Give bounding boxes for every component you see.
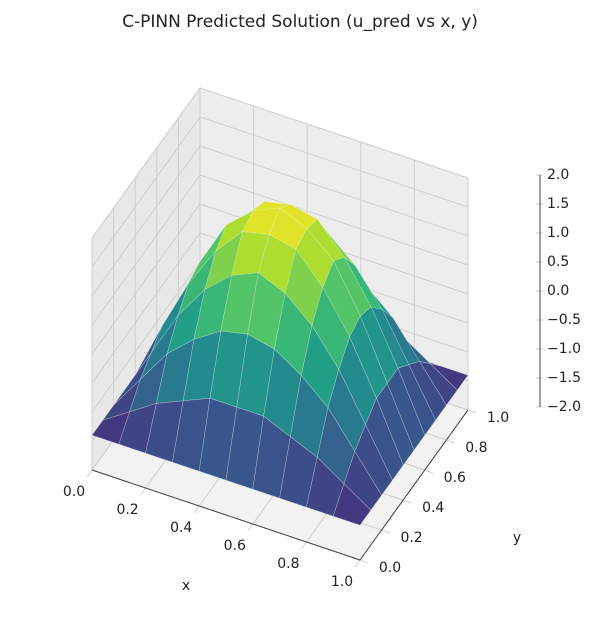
y-tick-label: 1.0	[487, 410, 509, 426]
grid-line	[199, 145, 469, 237]
tick-mark	[424, 469, 433, 474]
surface-patch	[418, 360, 458, 406]
z-tick-label: 0.5	[547, 254, 569, 270]
x-tick-label: 0.8	[277, 556, 299, 572]
surface-patch	[386, 367, 426, 451]
z-tick-label: 1.5	[547, 196, 569, 212]
x-tick-label: 0.6	[224, 538, 246, 554]
grid-line	[91, 116, 201, 268]
tick-mark	[140, 487, 147, 496]
tick-mark	[193, 505, 200, 514]
x-axis-line	[91, 469, 361, 561]
grid-line	[91, 174, 201, 326]
tick-mark	[300, 541, 307, 550]
grid-line	[91, 232, 201, 384]
grid-line	[91, 87, 201, 239]
tick-mark	[403, 499, 412, 504]
tick-mark	[467, 409, 477, 414]
y-tick-label: 0.4	[422, 500, 444, 516]
surface-patch	[343, 450, 382, 511]
grid-line	[91, 203, 201, 355]
tick-mark	[354, 559, 361, 568]
z-tick-label: −1.5	[547, 370, 581, 386]
tick-mark	[381, 529, 390, 534]
y-tick-label: 0.6	[444, 470, 466, 486]
z-tick-label: 0.0	[547, 283, 569, 299]
y-axis-label: y	[513, 530, 521, 546]
tick-mark	[446, 439, 455, 444]
z-tick-label: 1.0	[547, 225, 569, 241]
z-tick-label: 2.0	[547, 167, 569, 183]
grid-line	[91, 145, 201, 297]
grid-line	[199, 116, 469, 208]
tick-mark	[86, 469, 93, 478]
x-tick-label: 1.0	[331, 574, 353, 590]
x-tick-label: 0.0	[63, 484, 85, 500]
surface-patch	[365, 397, 404, 481]
surface-patch	[332, 483, 372, 526]
grid-line	[199, 87, 469, 179]
surface-patch	[397, 364, 436, 436]
z-tick-label: −1.0	[547, 341, 581, 357]
tick-mark	[359, 559, 369, 564]
x-tick-label: 0.4	[170, 520, 192, 536]
x-tick-label: 0.2	[116, 502, 138, 518]
chart-title: C-PINN Predicted Solution (u_pred vs x, …	[122, 12, 478, 32]
x-axis-label: x	[182, 578, 190, 594]
y-tick-label: 0.2	[400, 530, 422, 546]
tick-mark	[247, 523, 254, 532]
grid-line	[199, 174, 469, 266]
y-axis-line	[359, 409, 469, 561]
z-tick-label: −0.5	[547, 312, 581, 328]
z-tick-label: −2.0	[547, 399, 581, 415]
y-tick-label: 0.8	[465, 440, 487, 456]
y-tick-label: 0.0	[379, 560, 401, 576]
grid-line	[91, 261, 201, 413]
